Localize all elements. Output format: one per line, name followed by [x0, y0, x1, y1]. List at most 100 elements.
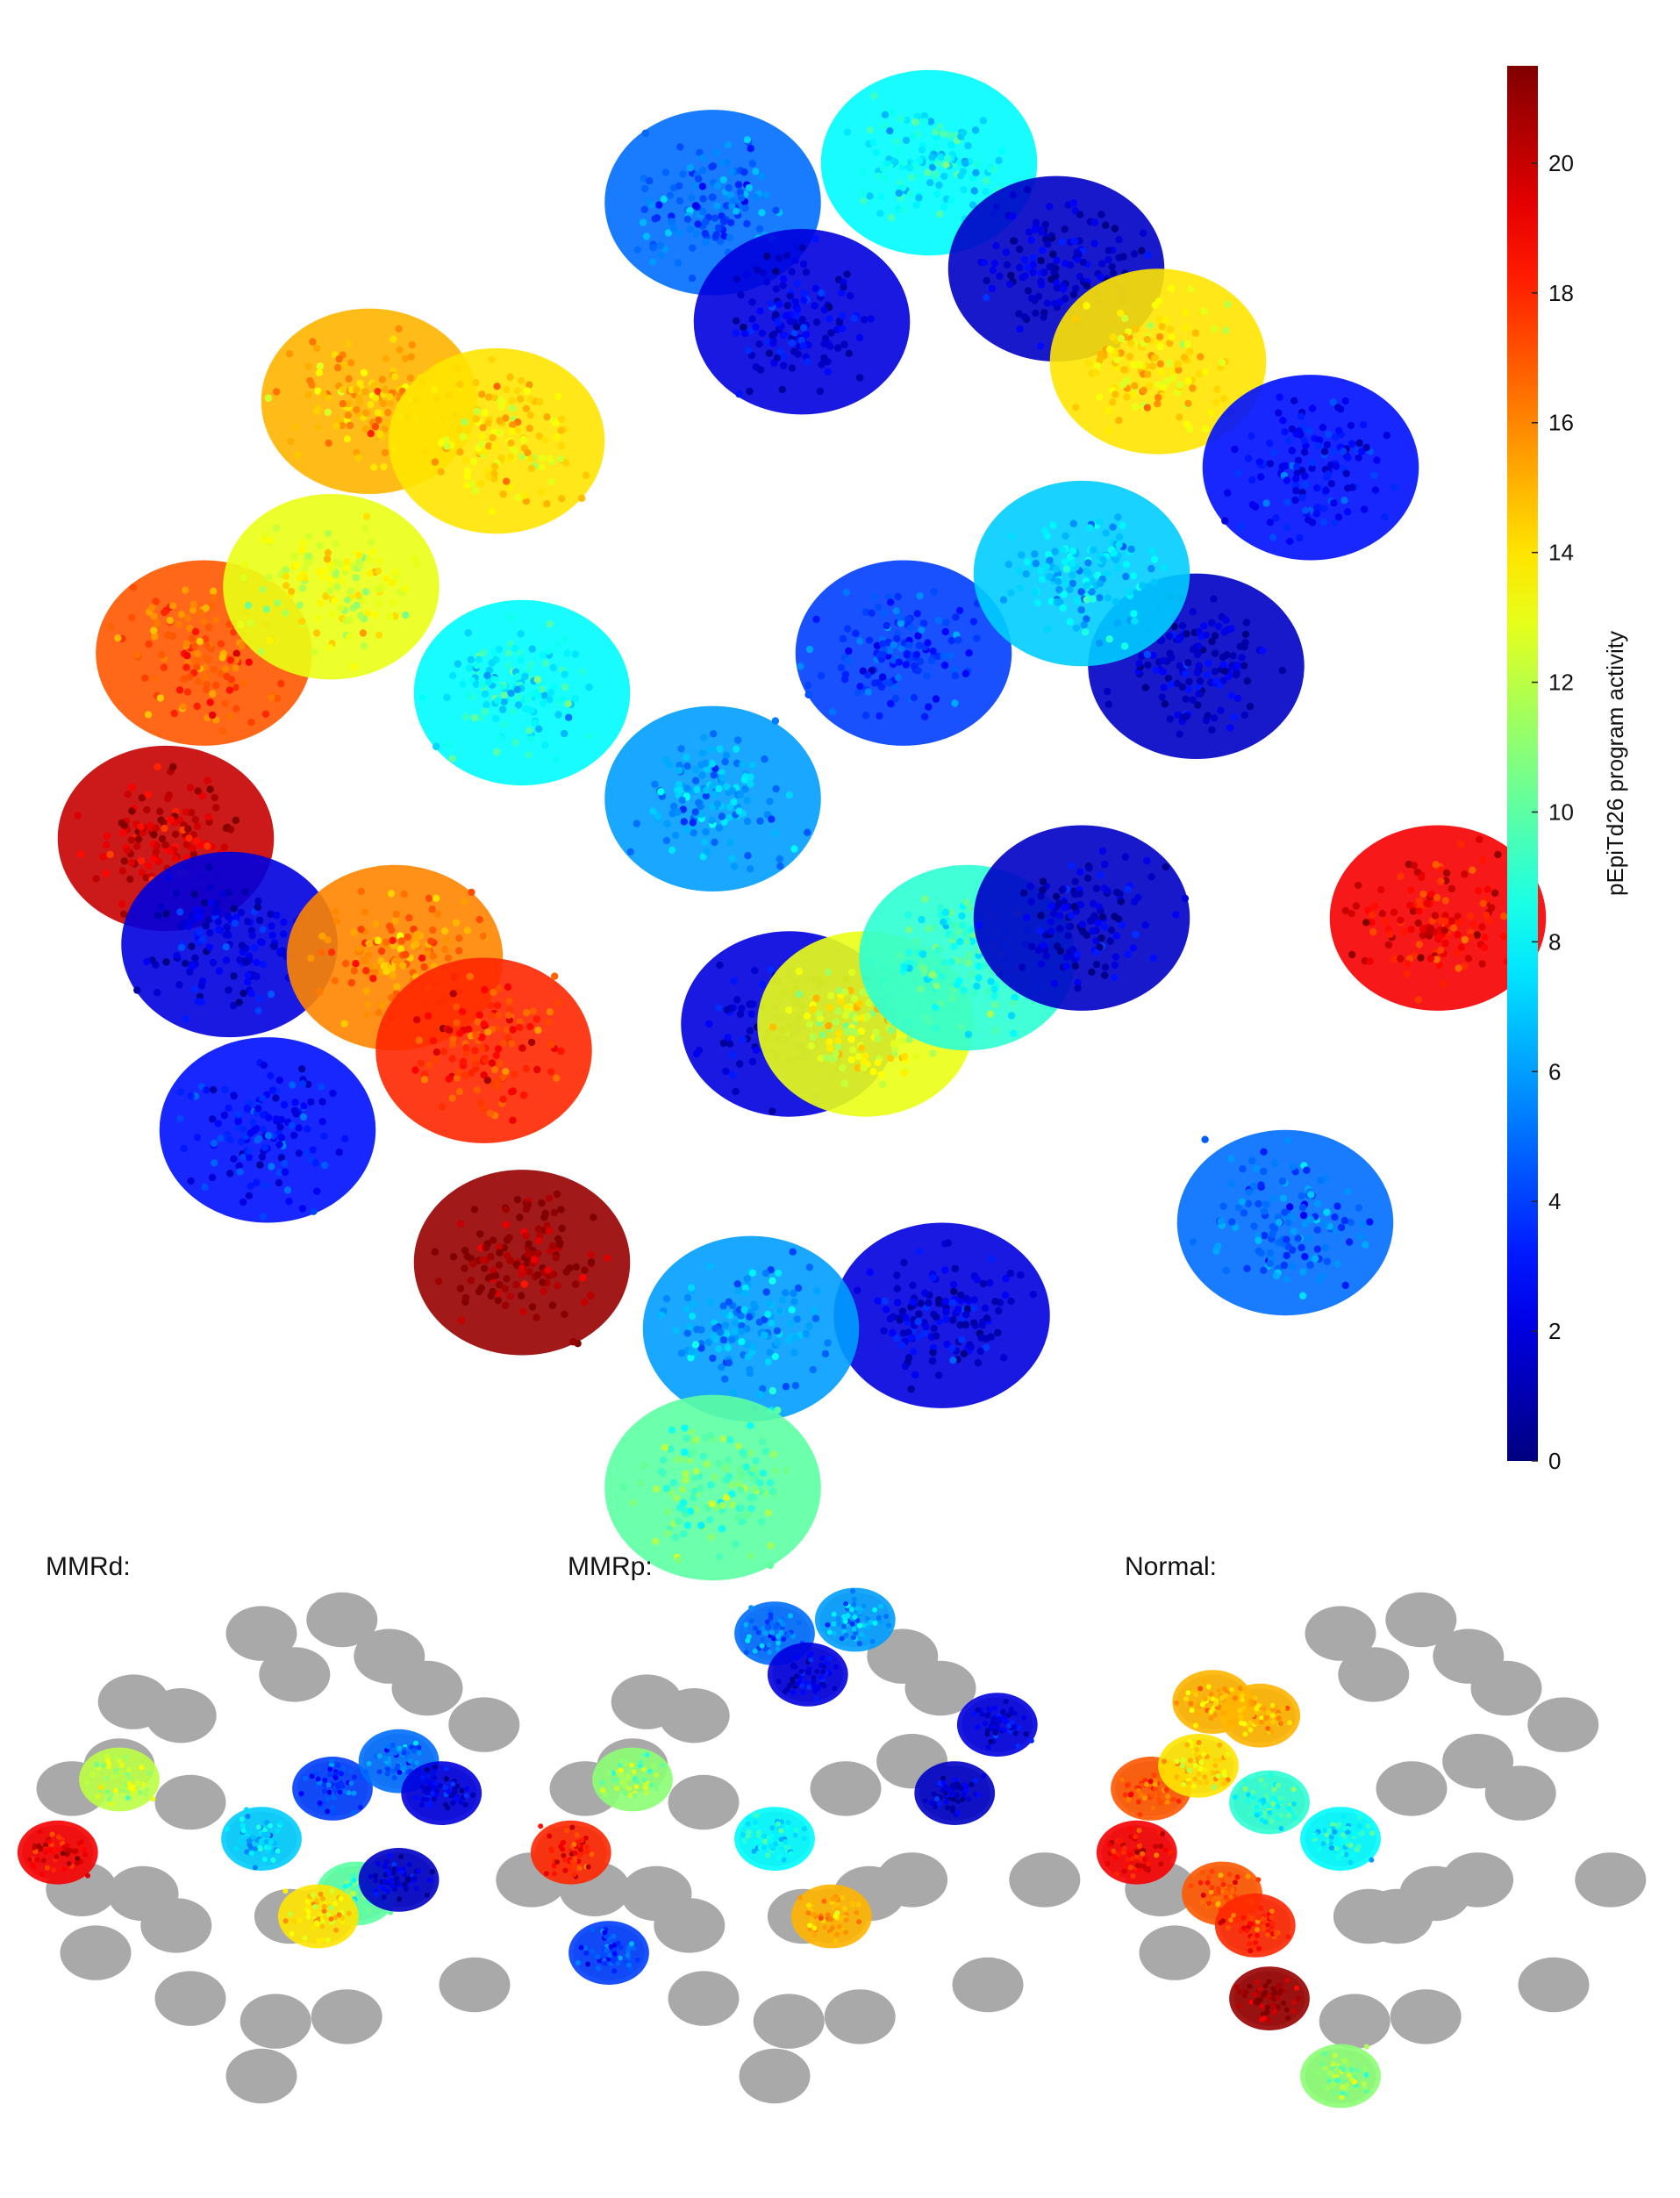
cell-point [397, 1770, 403, 1775]
cell-point [1183, 712, 1190, 720]
cell-point [546, 1195, 553, 1202]
cell-point [1213, 385, 1220, 392]
cell-point [766, 1299, 773, 1307]
cell-point [738, 194, 745, 201]
cell-point [549, 1242, 556, 1249]
background-cell-cluster [668, 1775, 740, 1829]
cell-point [925, 1299, 932, 1307]
cell-point [462, 457, 469, 464]
cell-point [715, 1345, 722, 1352]
cell-point [933, 190, 940, 197]
cell-point [982, 1305, 989, 1312]
cell-point [1160, 383, 1167, 390]
cell-point [702, 828, 709, 835]
cell-point [1051, 548, 1058, 555]
cell-point [735, 807, 742, 814]
cell-point [504, 662, 511, 669]
cell-point [304, 362, 311, 369]
cell-point [861, 316, 868, 323]
cell-point [275, 1849, 281, 1854]
cell-point [1053, 565, 1060, 572]
cell-point [99, 853, 106, 860]
cell-point [235, 1111, 242, 1118]
cell-point [888, 1027, 895, 1034]
cell-point [554, 641, 561, 648]
cell-point [640, 1462, 647, 1469]
cell-point [433, 395, 440, 402]
cell-point [511, 645, 518, 652]
cell-point [121, 821, 128, 828]
cell-point [212, 804, 219, 811]
cell-point [145, 641, 152, 648]
cell-point [1328, 480, 1335, 487]
cell-point [1194, 669, 1201, 677]
cell-point [1024, 558, 1031, 565]
cell-point [226, 687, 233, 694]
cell-point [1098, 260, 1105, 267]
cell-point [106, 1761, 111, 1766]
cell-point [661, 1444, 668, 1451]
cell-point [499, 705, 506, 712]
cell-point [1088, 969, 1095, 976]
cell-point [261, 1062, 268, 1069]
cell-point [672, 1327, 679, 1334]
background-cell-cluster [448, 1697, 519, 1751]
cell-point [241, 561, 248, 568]
cell-point [767, 1542, 774, 1549]
cell-point [1160, 564, 1167, 571]
cell-point [820, 340, 827, 347]
cell-point [975, 1359, 982, 1366]
cell-point [693, 786, 700, 793]
cell-point [1067, 618, 1074, 625]
cell-point [934, 160, 941, 167]
cell-point [808, 1042, 815, 1049]
cell-point [1348, 951, 1355, 958]
cell-point [660, 1457, 667, 1464]
cell-point [304, 553, 311, 560]
cell-point [1176, 731, 1183, 738]
cell-point [1404, 970, 1411, 977]
cell-point [577, 1865, 583, 1871]
cell-point [1121, 315, 1128, 322]
cell-point [979, 1321, 986, 1328]
cell-point [215, 1120, 222, 1127]
cell-point [1290, 1228, 1298, 1235]
cell-point [876, 712, 883, 720]
cell-point [1040, 313, 1047, 320]
cell-point [1260, 1168, 1267, 1175]
cell-point [902, 1363, 909, 1370]
cell-point [291, 1918, 297, 1923]
cell-point [432, 1056, 439, 1063]
cell-point [263, 605, 270, 612]
cell-point [1035, 293, 1042, 300]
cell-point [322, 1778, 327, 1783]
cell-point [762, 1448, 769, 1455]
cell-point [226, 1136, 233, 1143]
cell-point [459, 1788, 464, 1793]
cell-point [1018, 551, 1025, 558]
cell-point [303, 1149, 310, 1156]
cell-point [887, 1055, 894, 1062]
cell-point [1307, 1191, 1314, 1198]
cell-point [478, 433, 485, 440]
cell-point [1255, 1200, 1262, 1207]
cell-point [726, 1299, 733, 1306]
cell-point [266, 537, 273, 544]
cell-point [273, 525, 280, 532]
cell-point [383, 1756, 389, 1761]
cell-point [253, 1865, 258, 1871]
cell-point [394, 1876, 399, 1881]
cell-point [1480, 856, 1487, 863]
cell-point [1037, 342, 1044, 349]
cell-point [1476, 836, 1483, 843]
cell-point [1204, 712, 1211, 720]
cell-point [794, 1315, 801, 1322]
cell-point [689, 244, 696, 251]
cell-point [709, 760, 716, 767]
cell-point [313, 1771, 318, 1776]
cell-point [1047, 276, 1054, 283]
cell-point [900, 1329, 907, 1336]
cell-point [50, 1832, 55, 1837]
cell-point [483, 701, 490, 708]
cell-point [913, 937, 920, 944]
